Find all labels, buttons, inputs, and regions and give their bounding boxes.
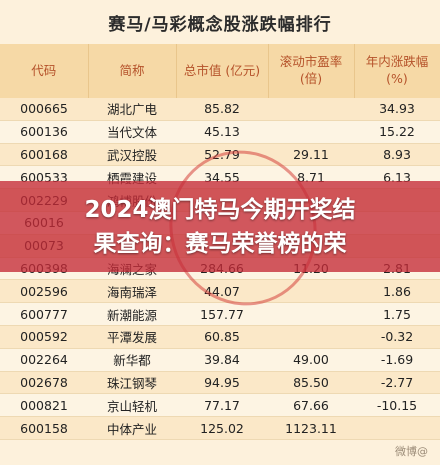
header-change-line2: (%) <box>386 71 408 86</box>
cell-change: -1.69 <box>354 348 440 372</box>
cell-market-cap: 85.82 <box>176 98 268 121</box>
cell-pe <box>268 325 354 349</box>
cell-code: 600158 <box>0 416 88 440</box>
table-row: 600136 当代文体 45.13 15.22 <box>0 120 440 144</box>
cell-change: 1.86 <box>354 279 440 304</box>
cell-code: 600777 <box>0 302 88 326</box>
cell-name: 武汉控股 <box>88 143 176 167</box>
header-pe-line2: (倍) <box>299 71 323 86</box>
cell-pe <box>268 279 354 304</box>
table-row: 600158 中体产业 125.02 1123.11 <box>0 416 440 440</box>
cell-pe: 29.11 <box>268 143 354 167</box>
header-change-line1: 年内涨跌幅 <box>365 54 429 70</box>
banner-line-2: 果查询：赛马荣誉榜的荣 <box>93 230 347 257</box>
overlay-banner: 2024澳门特马今期开奖结 果查询：赛马荣誉榜的荣 <box>0 181 440 272</box>
cell-change: 34.93 <box>354 98 440 121</box>
header-pe-line1: 滚动市盈率 <box>279 54 343 70</box>
cell-code: 002264 <box>0 348 88 372</box>
cell-change: 1.75 <box>354 302 440 326</box>
cell-code: 000821 <box>0 393 88 418</box>
table-row: 000665 湖北广电 85.82 34.93 <box>0 98 440 121</box>
cell-change: -2.77 <box>354 371 440 395</box>
table-row: 000592 平潭发展 60.85 -0.32 <box>0 325 440 349</box>
cell-pe <box>268 120 354 144</box>
cell-code: 000592 <box>0 325 88 349</box>
table-row: 002264 新华都 39.84 49.00 -1.69 <box>0 348 440 372</box>
cell-change: 15.22 <box>354 120 440 144</box>
cell-change: -10.15 <box>354 393 440 418</box>
header-pe: 滚动市盈率 (倍) <box>268 44 355 98</box>
cell-market-cap: 94.95 <box>176 371 268 395</box>
cell-code: 600168 <box>0 143 88 167</box>
cell-code: 000665 <box>0 98 88 121</box>
banner-line-1: 2024澳门特马今期开奖结 <box>84 196 356 223</box>
cell-pe: 49.00 <box>268 348 354 372</box>
cell-name: 中体产业 <box>88 416 176 440</box>
cell-change: -0.32 <box>354 325 440 349</box>
cell-market-cap: 45.13 <box>176 120 268 144</box>
table-row: 600777 新潮能源 157.77 1.75 <box>0 302 440 326</box>
cell-name: 珠江钢琴 <box>88 371 176 395</box>
cell-code: 002678 <box>0 371 88 395</box>
table-row: 000821 京山轻机 77.17 67.66 -10.15 <box>0 393 440 418</box>
cell-market-cap: 39.84 <box>176 348 268 372</box>
cell-pe: 67.66 <box>268 393 354 418</box>
header-name: 简称 <box>88 44 177 98</box>
header-market-cap: 总市值 (亿元) <box>176 44 269 98</box>
cell-market-cap: 60.85 <box>176 325 268 349</box>
cell-pe: 85.50 <box>268 371 354 395</box>
table-row: 002678 珠江钢琴 94.95 85.50 -2.77 <box>0 371 440 395</box>
page-title: 赛马/马彩概念股涨跌幅排行 <box>108 14 332 35</box>
cell-pe <box>268 98 354 121</box>
table-row: 600168 武汉控股 52.79 29.11 8.93 <box>0 143 440 167</box>
cell-name: 海南瑞泽 <box>88 279 176 304</box>
cell-code: 002596 <box>0 279 88 304</box>
cell-market-cap: 125.02 <box>176 416 268 440</box>
cell-name: 当代文体 <box>88 120 176 144</box>
table-header-row: 代码 简称 总市值 (亿元) 滚动市盈率 (倍) 年内涨跌幅 (%) <box>0 44 440 98</box>
header-change: 年内涨跌幅 (%) <box>354 44 440 98</box>
cell-change <box>354 416 440 440</box>
cell-pe: 1123.11 <box>268 416 354 440</box>
cell-name: 新华都 <box>88 348 176 372</box>
cell-market-cap: 52.79 <box>176 143 268 167</box>
cell-name: 新潮能源 <box>88 302 176 326</box>
cell-market-cap: 157.77 <box>176 302 268 326</box>
header-code: 代码 <box>0 44 89 98</box>
cell-market-cap: 77.17 <box>176 393 268 418</box>
cell-change: 8.93 <box>354 143 440 167</box>
cell-market-cap: 44.07 <box>176 279 268 304</box>
cell-name: 京山轻机 <box>88 393 176 418</box>
watermark: 微博@ <box>395 445 428 458</box>
cell-name: 平潭发展 <box>88 325 176 349</box>
cell-code: 600136 <box>0 120 88 144</box>
cell-name: 湖北广电 <box>88 98 176 121</box>
table-row: 002596 海南瑞泽 44.07 1.86 <box>0 279 440 304</box>
cell-pe <box>268 302 354 326</box>
